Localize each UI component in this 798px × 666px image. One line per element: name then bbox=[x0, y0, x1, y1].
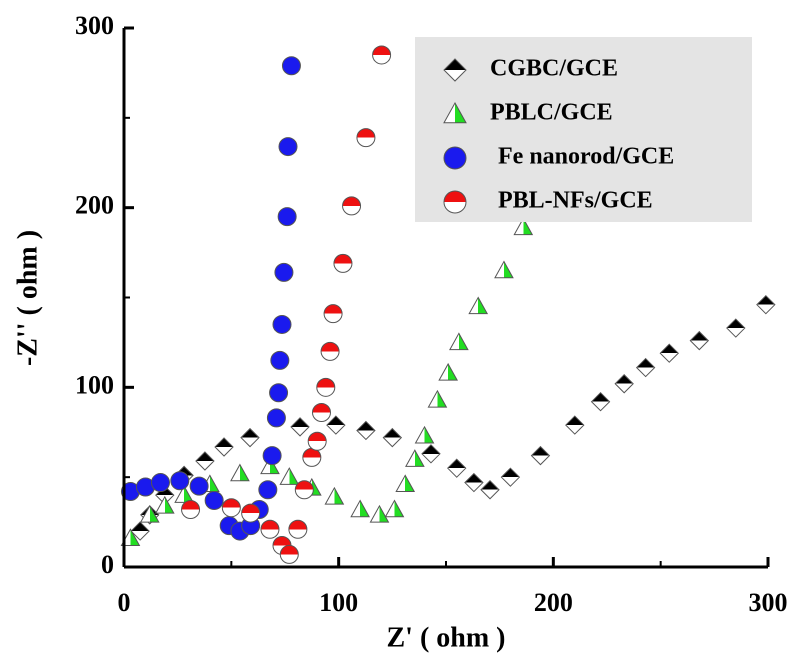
point bbox=[427, 389, 448, 408]
point bbox=[689, 330, 710, 351]
point bbox=[342, 196, 362, 216]
point bbox=[590, 391, 611, 412]
point bbox=[189, 476, 209, 496]
legend-label: CGBC/GCE bbox=[490, 56, 618, 82]
point bbox=[279, 467, 300, 485]
point bbox=[195, 451, 215, 471]
x-axis-label: Z' ( ohm ) bbox=[387, 622, 506, 653]
point bbox=[258, 480, 278, 500]
point bbox=[262, 446, 282, 466]
legend-label: Fe nanorod/GCE bbox=[498, 144, 674, 170]
point bbox=[174, 485, 194, 503]
legend-marker bbox=[443, 146, 467, 170]
y-axis-label: -Z'' ( ohm ) bbox=[12, 230, 43, 366]
y-tick-label: 100 bbox=[75, 370, 114, 399]
legend-label: PBL-NFs/GCE bbox=[498, 188, 653, 214]
point bbox=[181, 500, 201, 520]
point bbox=[240, 427, 260, 448]
point bbox=[438, 362, 458, 381]
point bbox=[326, 415, 346, 435]
point bbox=[272, 314, 292, 334]
point bbox=[290, 417, 310, 437]
point bbox=[170, 471, 190, 491]
point bbox=[323, 304, 343, 324]
point bbox=[150, 473, 170, 493]
point bbox=[635, 357, 656, 378]
point bbox=[260, 519, 280, 539]
point bbox=[270, 350, 290, 370]
point bbox=[614, 374, 634, 394]
point bbox=[382, 427, 403, 448]
point bbox=[530, 445, 551, 466]
point bbox=[726, 318, 746, 338]
x-tick-label: 100 bbox=[319, 588, 358, 617]
point bbox=[120, 528, 141, 546]
point bbox=[230, 463, 250, 482]
point bbox=[277, 207, 297, 227]
point bbox=[372, 45, 392, 65]
point bbox=[154, 495, 175, 514]
point bbox=[449, 332, 469, 351]
point bbox=[214, 437, 234, 457]
point bbox=[139, 504, 160, 523]
legend-marker bbox=[443, 58, 467, 82]
point bbox=[274, 262, 294, 282]
point bbox=[414, 425, 435, 444]
point bbox=[266, 408, 286, 428]
point bbox=[565, 415, 585, 435]
point bbox=[356, 420, 376, 441]
point bbox=[500, 467, 521, 487]
point bbox=[316, 377, 336, 397]
y-tick-label: 200 bbox=[75, 191, 114, 220]
point bbox=[356, 128, 376, 148]
point bbox=[369, 504, 390, 523]
point bbox=[480, 480, 500, 500]
y-tick-label: 300 bbox=[75, 11, 114, 40]
point bbox=[395, 474, 416, 493]
point bbox=[468, 296, 489, 315]
legend-box bbox=[415, 37, 752, 222]
point bbox=[269, 383, 289, 403]
point bbox=[513, 217, 534, 236]
point bbox=[278, 137, 298, 157]
point bbox=[320, 341, 340, 361]
legend-label: PBLC/GCE bbox=[490, 100, 613, 126]
point bbox=[311, 402, 331, 422]
point bbox=[204, 491, 224, 511]
point bbox=[288, 519, 308, 539]
point bbox=[294, 480, 314, 500]
point bbox=[260, 456, 280, 475]
point bbox=[281, 56, 301, 76]
point bbox=[241, 503, 261, 523]
point bbox=[307, 431, 327, 451]
point bbox=[659, 343, 679, 363]
x-tick-label: 0 bbox=[118, 588, 131, 617]
point bbox=[464, 472, 484, 493]
point bbox=[221, 498, 241, 518]
point bbox=[350, 499, 370, 518]
point bbox=[384, 499, 405, 518]
legend-marker bbox=[443, 101, 467, 124]
point bbox=[324, 486, 345, 505]
point bbox=[333, 253, 353, 273]
point bbox=[494, 260, 514, 279]
legend: CGBC/GCE PBLC/GCE Fe nanorod/GCE PBL-NFs/GC… bbox=[443, 56, 674, 214]
point bbox=[405, 449, 425, 467]
point bbox=[421, 444, 441, 464]
point bbox=[756, 294, 776, 315]
point bbox=[130, 521, 150, 541]
point bbox=[447, 458, 467, 478]
legend-marker bbox=[443, 190, 467, 214]
y-tick-label: 0 bbox=[101, 550, 114, 579]
x-tick-label: 300 bbox=[749, 588, 788, 617]
point bbox=[302, 447, 322, 467]
x-tick-label: 200 bbox=[534, 588, 573, 617]
point bbox=[279, 544, 299, 564]
plot-area bbox=[120, 45, 776, 564]
